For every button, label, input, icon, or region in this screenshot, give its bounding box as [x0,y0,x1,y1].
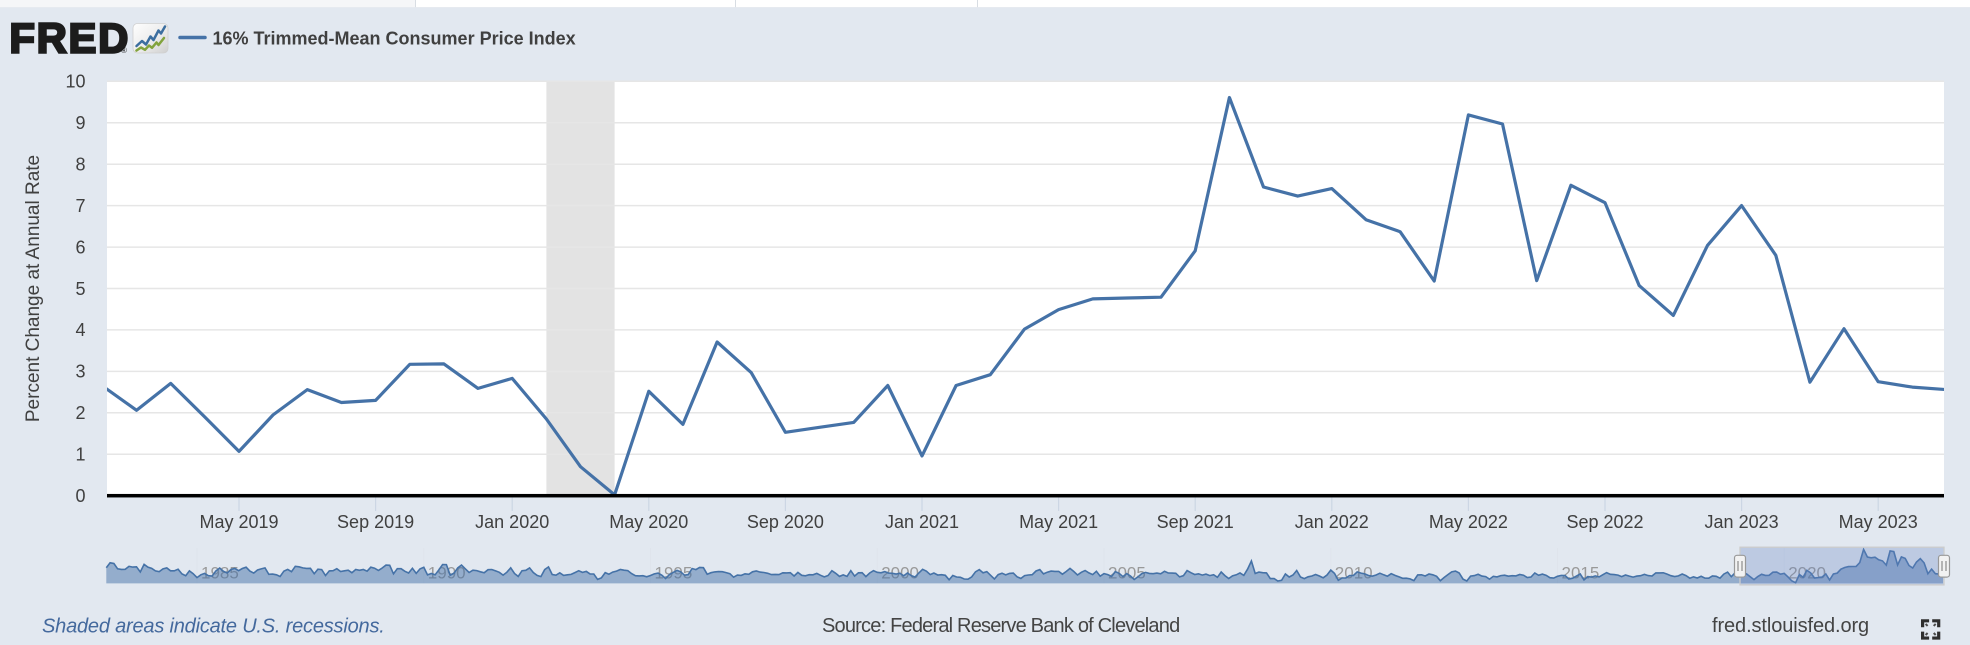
svg-text:Jan 2022: Jan 2022 [1295,512,1369,532]
svg-text:10: 10 [65,72,85,92]
svg-text:Jan 2023: Jan 2023 [1705,512,1779,532]
svg-text:Source: Federal Reserve Bank o: Source: Federal Reserve Bank of Clevelan… [822,615,1179,637]
svg-text:Percent Change at Annual Rate: Percent Change at Annual Rate [23,155,44,422]
svg-text:16% Trimmed-Mean Consumer Pric: 16% Trimmed-Mean Consumer Price Index [213,28,576,48]
svg-text:1: 1 [75,445,85,465]
svg-text:7: 7 [75,196,85,216]
svg-text:Shaded areas indicate U.S. rec: Shaded areas indicate U.S. recessions. [42,616,385,638]
svg-text:2: 2 [75,403,85,423]
svg-text:May 2021: May 2021 [1019,512,1098,532]
svg-text:May 2019: May 2019 [199,512,278,532]
svg-text:Sep 2019: Sep 2019 [337,512,414,532]
svg-text:Sep 2021: Sep 2021 [1157,512,1234,532]
svg-text:5: 5 [75,279,85,299]
svg-text:4: 4 [75,320,85,340]
svg-text:Jan 2020: Jan 2020 [475,512,549,532]
svg-text:0: 0 [75,486,85,506]
svg-text:May 2023: May 2023 [1839,512,1918,532]
svg-text:Sep 2022: Sep 2022 [1566,512,1643,532]
svg-text:9: 9 [75,113,85,133]
svg-text:fred.stlouisfed.org: fred.stlouisfed.org [1712,615,1869,637]
svg-text:Jan 2021: Jan 2021 [885,512,959,532]
svg-text:Sep 2020: Sep 2020 [747,512,824,532]
svg-text:May 2022: May 2022 [1429,512,1508,532]
svg-text:FRED: FRED [10,15,131,62]
svg-text:May 2020: May 2020 [609,512,688,532]
svg-text:8: 8 [75,155,85,175]
svg-text:3: 3 [75,362,85,382]
svg-text:6: 6 [75,237,85,257]
svg-text:®: ® [121,46,127,55]
